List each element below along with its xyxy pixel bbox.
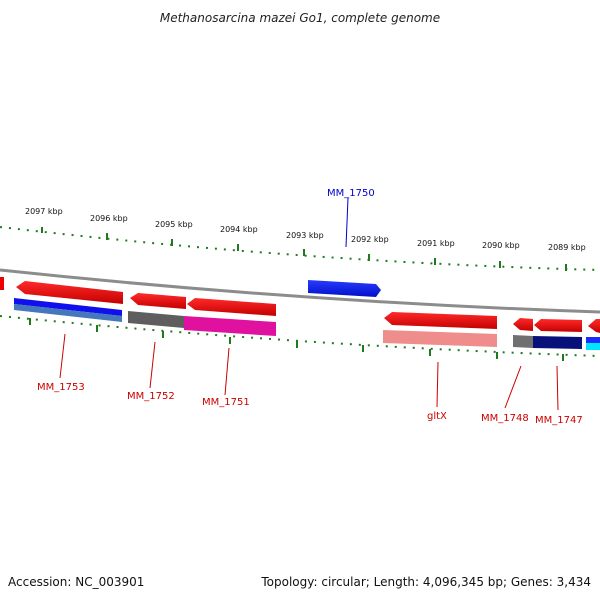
kbp-label: 2097 kbp	[25, 207, 63, 216]
genome-summary-text: Topology: circular; Length: 4,096,345 bp…	[260, 575, 591, 589]
gene-partial-edge[interactable]	[586, 319, 600, 350]
kbp-label: 2092 kbp	[351, 235, 389, 244]
gene-label[interactable]: MM_1750	[327, 188, 375, 199]
gene-partial-left[interactable]	[0, 277, 4, 290]
gene-mm-1751[interactable]	[184, 298, 276, 336]
gene-gltx[interactable]	[383, 312, 497, 347]
gene-mm-1747[interactable]	[533, 319, 582, 349]
genome-backbone	[0, 268, 600, 314]
kbp-label: 2094 kbp	[220, 225, 258, 234]
label-leaders	[59, 197, 559, 411]
gene-mm-1750[interactable]	[308, 280, 381, 297]
gene-label[interactable]: MM_1752	[127, 391, 175, 402]
gene-label[interactable]: MM_1747	[535, 415, 583, 426]
gene-label[interactable]: MM_1753	[37, 382, 85, 393]
kbp-label: 2095 kbp	[155, 220, 193, 229]
inner-tick-ring	[0, 315, 600, 361]
kbp-label: 2091 kbp	[417, 239, 455, 248]
gene-mm-1753[interactable]	[14, 281, 123, 322]
kbp-label: 2089 kbp	[548, 243, 586, 252]
gene-label[interactable]: MM_1751	[202, 397, 250, 408]
gene-mm-1752[interactable]	[128, 293, 186, 328]
map-title: Methanosarcina mazei Go1, complete genom…	[160, 11, 440, 25]
outer-tick-ring	[0, 226, 600, 271]
kbp-label: 2093 kbp	[286, 231, 324, 240]
accession-text: Accession: NC_003901	[8, 575, 144, 589]
kbp-label: 2090 kbp	[482, 241, 520, 250]
gene-label[interactable]: MM_1748	[481, 413, 529, 424]
kbp-label: 2096 kbp	[90, 214, 128, 223]
gene-label[interactable]: gltX	[427, 411, 447, 422]
gene-mm-1748[interactable]	[513, 318, 533, 348]
